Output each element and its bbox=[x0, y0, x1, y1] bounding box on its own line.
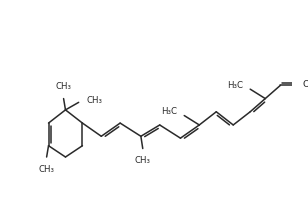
Text: CH₃: CH₃ bbox=[38, 165, 55, 173]
Text: H₃C: H₃C bbox=[227, 81, 243, 90]
Text: CH₃: CH₃ bbox=[86, 96, 102, 105]
Text: H₃C: H₃C bbox=[161, 107, 177, 116]
Text: CH₃: CH₃ bbox=[55, 82, 71, 91]
Text: CH₃: CH₃ bbox=[135, 156, 151, 165]
Text: O: O bbox=[302, 80, 308, 89]
